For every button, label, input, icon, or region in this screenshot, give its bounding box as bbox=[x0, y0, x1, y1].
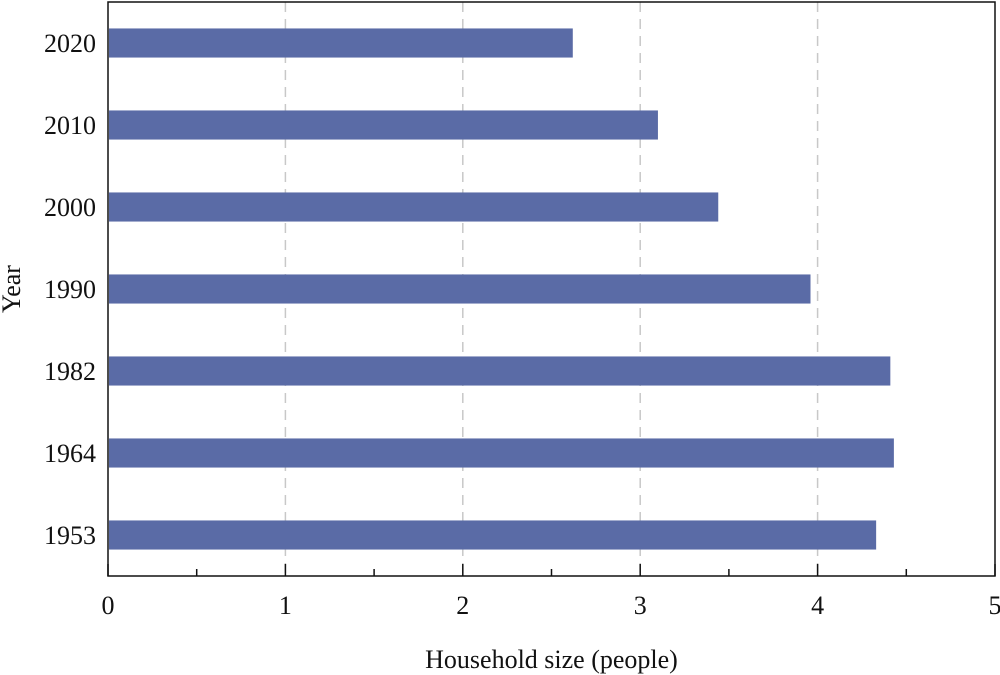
x-tick-labels: 0 1 2 3 4 5 bbox=[102, 591, 1000, 620]
x-tick-label-0: 0 bbox=[102, 591, 115, 620]
x-tick-label-2: 2 bbox=[456, 591, 469, 620]
y-tick-label-1964: 1964 bbox=[44, 439, 96, 468]
bar-2010 bbox=[109, 110, 658, 140]
y-tick-labels: 2020 2010 2000 1990 1982 1964 1953 bbox=[44, 29, 96, 550]
bars bbox=[109, 28, 894, 550]
x-tick-label-3: 3 bbox=[634, 591, 647, 620]
bar-1990 bbox=[109, 274, 811, 304]
axis-ticks bbox=[107, 564, 996, 576]
grid-lines bbox=[284, 2, 819, 576]
bar-1964 bbox=[109, 438, 894, 468]
y-tick-label-2010: 2010 bbox=[44, 111, 96, 140]
bar-2000 bbox=[109, 192, 719, 222]
y-tick-label-2020: 2020 bbox=[44, 29, 96, 58]
x-axis-title: Household size (people) bbox=[425, 645, 678, 674]
y-tick-label-2000: 2000 bbox=[44, 193, 96, 222]
x-tick-label-4: 4 bbox=[811, 591, 824, 620]
y-tick-label-1953: 1953 bbox=[44, 521, 96, 550]
bar-2020 bbox=[109, 28, 573, 58]
bar-1982 bbox=[109, 356, 891, 386]
bar-1953 bbox=[109, 520, 877, 550]
y-tick-label-1982: 1982 bbox=[44, 357, 96, 386]
y-axis-title: Year bbox=[0, 265, 26, 313]
x-tick-label-5: 5 bbox=[989, 591, 1000, 620]
x-tick-label-1: 1 bbox=[279, 591, 292, 620]
y-tick-label-1990: 1990 bbox=[44, 275, 96, 304]
